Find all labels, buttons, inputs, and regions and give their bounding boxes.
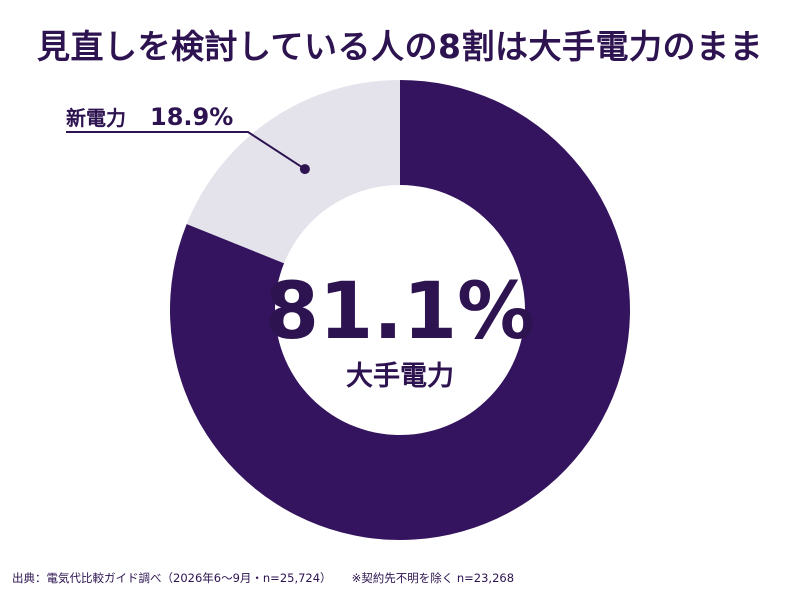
chart-title: 見直しを検討している人の8割は大手電力のまま — [37, 27, 763, 66]
callout-leader-line — [66, 131, 306, 170]
source-note: 出典：電気代比較ガイド調べ（2026年6〜9月・n=25,724） — [12, 571, 332, 585]
sample-note: ※契約先不明を除く n=23,268 — [351, 571, 515, 585]
main-category-label: 大手電力 — [346, 361, 454, 392]
minor-value-label: 18.9% — [150, 103, 233, 131]
footer: 出典：電気代比較ガイド調べ（2026年6〜9月・n=25,724） ※契約先不明を… — [12, 570, 514, 586]
donut-slices — [169, 80, 630, 540]
donut-slice-2 — [186, 80, 400, 264]
donut-annotations: 81.1% 大手電力 新電力 18.9% — [66, 103, 535, 392]
minor-category-label: 新電力 — [66, 106, 126, 130]
main-value-label: 81.1% — [265, 267, 536, 357]
donut-slice-1 — [169, 80, 630, 540]
